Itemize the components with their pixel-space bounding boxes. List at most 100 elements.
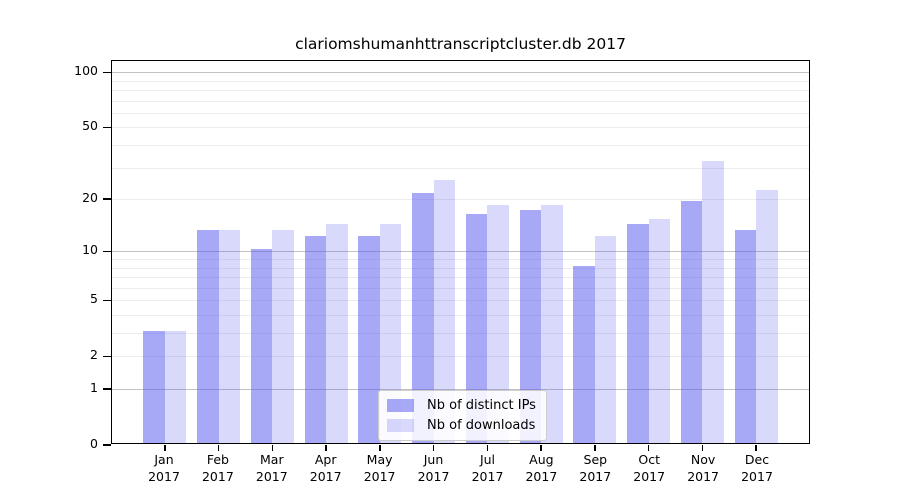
gridline-minor-20 bbox=[112, 199, 809, 201]
bar-distinct-ips-may bbox=[358, 235, 380, 443]
bar-downloads-mar bbox=[272, 229, 294, 443]
x-tick-nov bbox=[701, 444, 704, 451]
chart-title: clariomshumanhttranscriptcluster.db 2017 bbox=[295, 35, 626, 53]
gridline-minor-3 bbox=[112, 333, 809, 334]
y-tick-5 bbox=[103, 299, 111, 301]
legend-swatch-downloads bbox=[387, 419, 414, 432]
bar-distinct-ips-jan bbox=[143, 331, 165, 443]
y-tick-label-2: 2 bbox=[90, 347, 98, 363]
gridline-minor-70 bbox=[112, 100, 809, 102]
x-tick-jan bbox=[164, 444, 166, 451]
gridline-minor-60 bbox=[112, 112, 809, 114]
gridline-minor-7 bbox=[112, 277, 809, 278]
y-axis-ticks bbox=[103, 61, 809, 446]
bar-distinct-ips-oct bbox=[627, 224, 649, 443]
x-tick-label-jan: Jan 2017 bbox=[148, 452, 180, 484]
bar-downloads-sep bbox=[594, 235, 617, 443]
x-tick-mar bbox=[271, 444, 274, 451]
y-tick-label-0: 0 bbox=[90, 436, 98, 451]
y-tick-label-50: 50 bbox=[82, 118, 98, 134]
bar-distinct-ips-nov bbox=[680, 201, 703, 443]
x-tick-label-nov: Nov 2017 bbox=[687, 452, 719, 484]
gridline-minor-6 bbox=[112, 287, 809, 289]
gridline-minor-8 bbox=[112, 267, 809, 269]
gridline-minor-80 bbox=[112, 90, 809, 91]
bar-downloads-feb bbox=[218, 229, 241, 443]
bar-group-may bbox=[353, 61, 407, 451]
bar-group-nov bbox=[676, 61, 730, 451]
bar-group-apr bbox=[299, 61, 353, 451]
x-tick-label-dec: Dec 2017 bbox=[741, 452, 773, 484]
x-tick-label-apr: Apr 2017 bbox=[309, 452, 342, 484]
bar-group-mar bbox=[246, 61, 300, 451]
x-tick-label-feb: Feb 2017 bbox=[201, 452, 234, 484]
bar-distinct-ips-feb bbox=[197, 229, 219, 443]
bar-distinct-ips-mar bbox=[250, 249, 273, 443]
gridline-minor-5 bbox=[112, 300, 809, 302]
x-tick-jun bbox=[432, 444, 435, 451]
bar-distinct-ips-jun bbox=[412, 193, 434, 443]
bar-group-aug bbox=[514, 61, 568, 451]
plot-area: Nb of distinct IPs Nb of downloads bbox=[103, 60, 810, 451]
y-tick-label-1: 1 bbox=[90, 380, 98, 395]
x-tick-feb bbox=[217, 444, 220, 451]
bar-group-jul bbox=[461, 61, 515, 451]
y-tick-10 bbox=[103, 250, 111, 252]
bar-distinct-ips-apr bbox=[304, 235, 327, 443]
legend-item-distinct-ips: Nb of distinct IPs bbox=[387, 398, 536, 413]
bar-downloads-apr bbox=[326, 224, 348, 443]
y-tick-20 bbox=[103, 198, 111, 200]
bar-downloads-nov bbox=[702, 160, 724, 443]
y-tick-label-10: 10 bbox=[82, 242, 98, 258]
gridline-minor-40 bbox=[112, 145, 809, 146]
gridline-minor-4 bbox=[112, 315, 809, 316]
y-tick-100 bbox=[103, 71, 111, 73]
x-tick-dec bbox=[755, 444, 757, 451]
x-tick-jul bbox=[486, 444, 489, 451]
y-tick-2 bbox=[103, 355, 111, 357]
y-tick-50 bbox=[103, 126, 111, 129]
x-tick-label-jul: Jul 2017 bbox=[471, 452, 504, 484]
legend-swatch-distinct-ips bbox=[387, 399, 414, 412]
bar-downloads-may bbox=[379, 224, 402, 443]
bar-group-jun bbox=[407, 61, 461, 451]
y-tick-label-20: 20 bbox=[82, 190, 98, 206]
x-tick-apr bbox=[325, 444, 327, 451]
bar-downloads-dec bbox=[756, 189, 778, 443]
legend: Nb of distinct IPs Nb of downloads bbox=[378, 390, 547, 441]
x-tick-label-may: May 2017 bbox=[363, 452, 396, 484]
legend-label-downloads: Nb of downloads bbox=[427, 418, 536, 433]
gridline-minor-90 bbox=[112, 80, 809, 82]
bar-group-oct bbox=[622, 61, 676, 451]
gridline-minor-50 bbox=[112, 127, 809, 129]
bar-distinct-ips-dec bbox=[734, 229, 757, 443]
bars-layer bbox=[112, 61, 809, 451]
x-tick-label-aug: Aug 2017 bbox=[525, 452, 558, 484]
y-tick-label-100: 100 bbox=[74, 63, 98, 79]
gridline-minor-2 bbox=[112, 356, 809, 358]
bar-downloads-jul bbox=[487, 205, 509, 443]
x-tick-oct bbox=[647, 444, 650, 451]
gridline-major-1 bbox=[112, 389, 809, 390]
gridline-minor-30 bbox=[112, 167, 809, 169]
y-tick-label-5: 5 bbox=[90, 291, 98, 307]
gridline-major-100 bbox=[112, 72, 809, 74]
x-tick-label-oct: Oct 2017 bbox=[633, 452, 666, 484]
bar-group-jan bbox=[138, 61, 192, 451]
bar-distinct-ips-jul bbox=[465, 214, 488, 443]
y-tick-0 bbox=[103, 444, 111, 446]
bar-downloads-aug bbox=[541, 205, 563, 443]
y-tick-1 bbox=[103, 388, 111, 390]
bar-distinct-ips-sep bbox=[573, 265, 595, 443]
gridline-minor-9 bbox=[112, 259, 809, 260]
bar-group-dec bbox=[729, 61, 783, 451]
bar-group-feb bbox=[192, 61, 246, 451]
x-tick-may bbox=[379, 444, 381, 451]
bar-downloads-jan bbox=[164, 331, 187, 443]
legend-item-downloads: Nb of downloads bbox=[387, 418, 536, 433]
gridline-major-10 bbox=[112, 251, 809, 253]
x-tick-label-sep: Sep 2017 bbox=[579, 452, 612, 484]
bar-downloads-jun bbox=[433, 179, 456, 443]
x-tick-sep bbox=[594, 444, 596, 451]
